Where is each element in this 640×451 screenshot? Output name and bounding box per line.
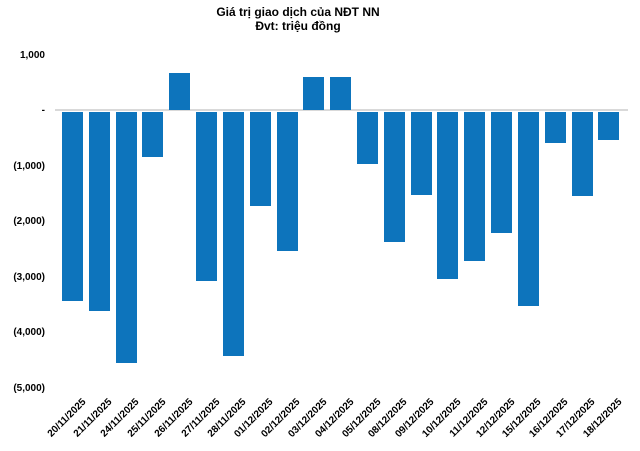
bar — [276, 112, 298, 252]
y-tick-label: (2,000) — [13, 216, 45, 227]
bar — [598, 112, 620, 140]
bar — [249, 112, 271, 207]
bar — [222, 112, 244, 356]
zero-axis-line — [55, 109, 628, 111]
y-tick-label: - — [41, 105, 45, 116]
bar — [330, 77, 352, 110]
bar — [383, 112, 405, 243]
bar — [142, 112, 164, 157]
y-tick-label: 1,000 — [19, 49, 45, 61]
bar — [544, 112, 566, 143]
bar — [491, 112, 513, 233]
bar — [88, 112, 110, 311]
bar — [169, 72, 191, 110]
bar — [196, 112, 218, 281]
bar — [357, 112, 379, 164]
bar — [410, 112, 432, 196]
bar — [62, 112, 83, 301]
bar — [437, 112, 459, 279]
chart-title: Giá trị giao dịch của NĐT NN — [216, 5, 380, 19]
y-tick-label: (5,000) — [13, 382, 45, 394]
y-tick-label: (1,000) — [13, 160, 45, 172]
y-tick-label: (4,000) — [13, 327, 45, 338]
y-tick-label: (3,000) — [13, 271, 45, 283]
bar — [115, 112, 137, 364]
bar — [303, 76, 325, 110]
bar — [517, 112, 539, 307]
bar — [571, 112, 593, 197]
chart-subtitle: Đvt: triệu đồng — [255, 19, 341, 33]
chart-title-block: Giá trị giao dịch của NĐT NN Đvt: triệu … — [0, 5, 596, 33]
bar — [464, 112, 486, 261]
